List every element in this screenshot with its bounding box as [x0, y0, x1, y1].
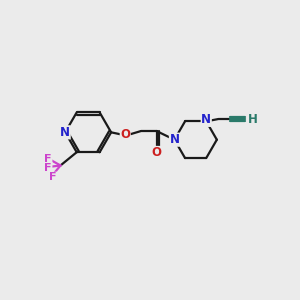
Text: F: F [44, 163, 52, 173]
Text: H: H [248, 113, 257, 126]
Text: N: N [201, 113, 211, 126]
Text: F: F [44, 154, 52, 164]
Text: O: O [152, 146, 162, 159]
Text: N: N [169, 133, 179, 146]
Text: N: N [60, 126, 70, 139]
Text: F: F [50, 172, 57, 182]
Text: O: O [120, 128, 130, 141]
